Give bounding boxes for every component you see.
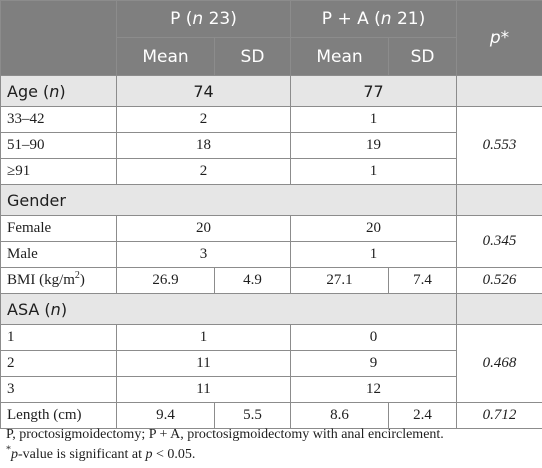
section-asa-label: ASA (n) (0, 293, 458, 325)
section-age-label: Age (n) (0, 75, 117, 107)
row-label: 2 (0, 350, 117, 377)
row-label: 3 (0, 376, 117, 403)
cell-p: 2 (116, 158, 291, 185)
footnote-significance: *p-value is significant at p < 0.05. (6, 444, 196, 462)
table-row: 33–42 2 1 0.553 (0, 106, 542, 185)
cell-p: 11 (116, 376, 291, 403)
length-mean-pa: 8.6 (290, 402, 389, 429)
age-total-pa: 77 (289, 75, 458, 107)
asa-p-value: 0.468 (456, 324, 542, 403)
length-sd-p: 5.5 (214, 402, 291, 429)
bmi-mean-pa: 27.1 (290, 267, 389, 294)
table-row: 2 11 9 (0, 350, 542, 377)
cell-pa: 0 (289, 324, 458, 351)
section-gender-label: Gender (0, 184, 458, 216)
cell-pa: 19 (289, 132, 458, 159)
section-gender: Gender (0, 184, 542, 216)
row-label: 51–90 (0, 132, 117, 159)
footnote-abbreviations: P, proctosigmoidectomy; P + A, proctosig… (6, 427, 444, 442)
row-label: BMI (kg/m2) (0, 267, 117, 294)
cell-pa: 20 (289, 215, 458, 242)
bmi-sd-pa: 7.4 (387, 267, 458, 294)
table-row: Female 20 20 0.345 (0, 215, 542, 268)
cell-p: 11 (116, 350, 291, 377)
cell-pa: 9 (289, 350, 458, 377)
row-label: 33–42 (0, 106, 117, 133)
table-row: ≥91 2 1 (0, 158, 542, 185)
cell-pa: 1 (289, 241, 458, 268)
asa-section-p-empty (456, 293, 542, 325)
row-label: Female (0, 215, 117, 242)
cell-pa: 12 (289, 376, 458, 403)
section-asa: ASA (n) (0, 293, 542, 325)
header-sd-p: SD (214, 37, 291, 76)
header-group-pa: P + A (n 21) (289, 0, 458, 38)
header-row-1: P (n 23) P + A (n 21) p* (0, 0, 542, 76)
gender-p-value: 0.345 (456, 215, 542, 268)
age-section-p-empty (456, 75, 542, 107)
cell-p: 1 (116, 324, 291, 351)
cell-pa: 1 (289, 106, 458, 133)
cell-p: 18 (116, 132, 291, 159)
demographics-table: P (n 23) P + A (n 21) p* Mean SD Mean SD… (0, 0, 542, 429)
section-age: Age (n) 74 77 (0, 75, 542, 107)
header-mean-pa: Mean (290, 37, 389, 76)
bmi-p-value: 0.526 (456, 267, 542, 294)
age-p-value: 0.553 (456, 106, 542, 185)
row-label: 1 (0, 324, 117, 351)
header-corner (0, 0, 117, 76)
header-row-2: Mean SD Mean SD (1, 37, 542, 76)
row-label: Male (0, 241, 117, 268)
header-sd-pa: SD (387, 37, 458, 76)
row-label: Length (cm) (0, 402, 117, 429)
table-row: 3 11 12 (0, 376, 542, 403)
length-mean-p: 9.4 (116, 402, 215, 429)
table-row: 51–90 18 19 (0, 132, 542, 159)
length-p-value: 0.712 (456, 402, 542, 429)
header-mean-p: Mean (116, 37, 215, 76)
bmi-mean-p: 26.9 (116, 267, 215, 294)
table-row: 1 1 0 0.468 (0, 324, 542, 403)
cell-p: 2 (116, 106, 291, 133)
row-label: ≥91 (0, 158, 117, 185)
header-group-p: P (n 23) (116, 0, 291, 38)
cell-p: 20 (116, 215, 291, 242)
table-row-length: Length (cm) 9.4 5.5 8.6 2.4 0.712 (0, 402, 542, 429)
table-row-bmi: BMI (kg/m2) 26.9 4.9 27.1 7.4 0.526 (0, 267, 542, 294)
gender-section-p-empty (456, 184, 542, 216)
cell-p: 3 (116, 241, 291, 268)
bmi-sd-p: 4.9 (214, 267, 291, 294)
header-p-value: p* (456, 0, 542, 76)
cell-pa: 1 (289, 158, 458, 185)
age-total-p: 74 (116, 75, 291, 107)
length-sd-pa: 2.4 (387, 402, 458, 429)
